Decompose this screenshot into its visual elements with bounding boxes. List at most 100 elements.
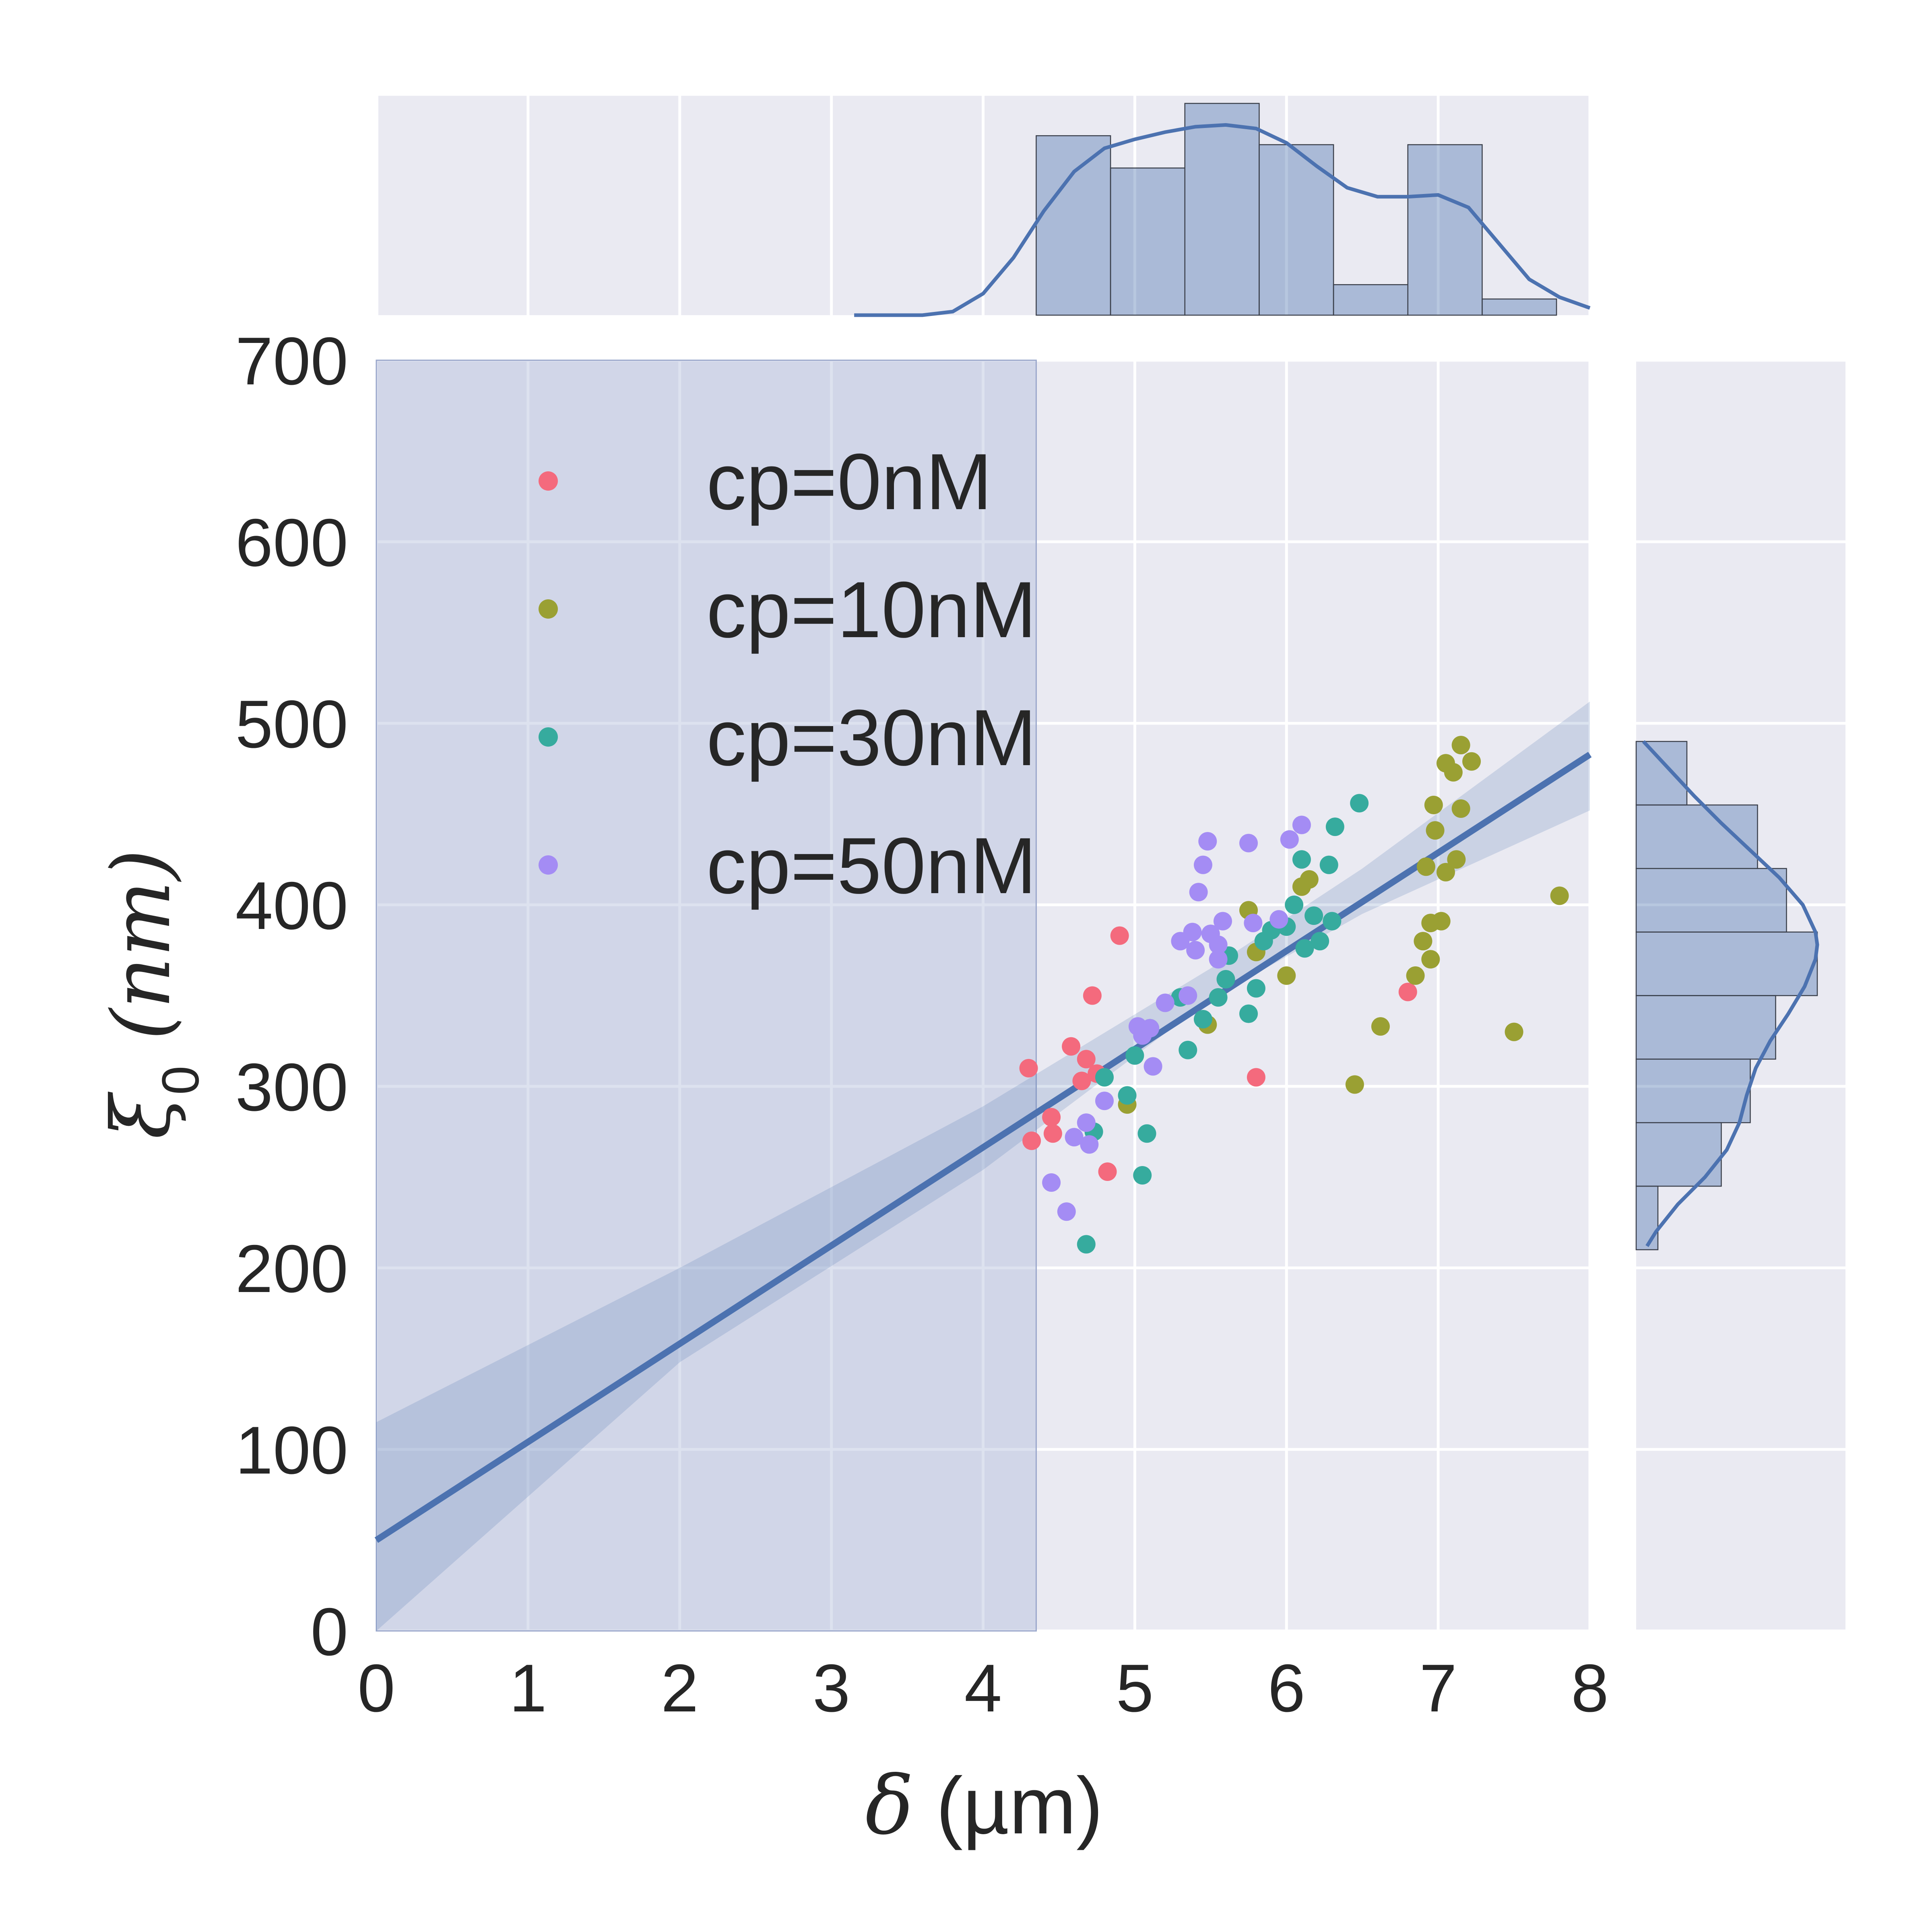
point-series-0 — [1022, 1131, 1041, 1150]
point-series-1 — [1300, 870, 1319, 889]
point-series-2 — [1350, 794, 1369, 813]
point-series-1 — [1345, 1075, 1364, 1094]
x-tick-label: 2 — [661, 1650, 698, 1726]
legend-marker — [539, 727, 558, 747]
point-series-3 — [1156, 993, 1174, 1012]
point-series-3 — [1209, 935, 1228, 954]
point-series-1 — [1444, 763, 1463, 782]
y-tick-label: 0 — [311, 1594, 348, 1670]
y-tick-label: 300 — [235, 1049, 348, 1125]
point-series-0 — [1083, 986, 1102, 1005]
x-axis-unit: (µm) — [914, 1761, 1103, 1851]
y-histogram-bar — [1635, 1059, 1751, 1123]
x-tick-label: 4 — [964, 1650, 1002, 1726]
point-series-2 — [1077, 1235, 1096, 1254]
point-series-2 — [1137, 1124, 1156, 1143]
y-axis-label: ξ0 (nm) — [95, 849, 210, 1139]
point-series-3 — [1198, 832, 1217, 851]
x-histogram-bar — [1184, 103, 1260, 316]
point-series-3 — [1209, 950, 1228, 969]
point-series-3 — [1042, 1173, 1061, 1192]
point-series-2 — [1125, 1046, 1144, 1065]
y-histogram-bar — [1635, 868, 1787, 933]
point-series-1 — [1550, 886, 1569, 905]
y-axis-unit: (nm) — [95, 849, 188, 1066]
y-tick-label: 200 — [235, 1231, 348, 1307]
point-series-3 — [1269, 910, 1288, 929]
point-series-2 — [1247, 979, 1265, 998]
legend-marker — [539, 471, 558, 491]
x-axis-symbol: δ — [865, 1759, 913, 1853]
point-series-1 — [1406, 966, 1425, 985]
point-series-3 — [1183, 923, 1202, 941]
x-tick-label: 6 — [1268, 1650, 1305, 1726]
x-tick-label: 1 — [509, 1650, 547, 1726]
point-series-1 — [1414, 932, 1432, 951]
point-series-3 — [1186, 941, 1205, 960]
legend-label: cp=30nM — [706, 693, 1036, 782]
point-series-1 — [1277, 966, 1296, 985]
point-series-0 — [1062, 1037, 1081, 1056]
top-grid — [375, 96, 1591, 315]
point-series-1 — [1371, 1017, 1390, 1036]
x-histogram — [1036, 103, 1557, 316]
point-series-2 — [1179, 1040, 1197, 1059]
y-histogram — [1635, 741, 1818, 1251]
x-tick-labels: 0 1 2 3 4 5 6 7 8 — [357, 1650, 1608, 1726]
point-series-0 — [1110, 926, 1129, 945]
point-series-2 — [1133, 1166, 1152, 1185]
point-series-2 — [1118, 1086, 1137, 1105]
y-histogram-bar — [1635, 1122, 1722, 1187]
point-series-3 — [1244, 914, 1263, 933]
point-series-1 — [1451, 736, 1470, 755]
legend-label: cp=0nM — [706, 437, 992, 526]
point-series-3 — [1095, 1092, 1114, 1110]
shaded-region — [376, 359, 1037, 1632]
x-histogram-bar — [1482, 298, 1557, 316]
point-series-2 — [1311, 932, 1329, 951]
point-series-3 — [1193, 855, 1212, 874]
y-tick-label: 500 — [235, 686, 348, 762]
y-tick-label: 700 — [235, 323, 348, 399]
point-series-1 — [1432, 912, 1451, 931]
x-histogram-bar — [1110, 167, 1185, 316]
point-series-3 — [1077, 1113, 1096, 1132]
y-histogram-bar — [1635, 995, 1776, 1060]
x-tick-label: 0 — [357, 1650, 395, 1726]
legend: cp=0nM cp=10nM cp=30nM cp=50nM — [539, 437, 1036, 910]
point-series-1 — [1447, 850, 1466, 869]
point-series-3 — [1239, 834, 1258, 852]
point-series-2 — [1325, 817, 1344, 836]
point-series-3 — [1179, 986, 1197, 1005]
y-tick-label: 600 — [235, 505, 348, 580]
point-series-2 — [1216, 970, 1235, 989]
point-series-3 — [1292, 815, 1311, 834]
main-grid — [375, 359, 1591, 1633]
point-series-0 — [1019, 1059, 1038, 1077]
point-series-3 — [1128, 1017, 1147, 1036]
legend-marker — [539, 855, 558, 875]
right-grid — [1636, 359, 1845, 1633]
point-series-2 — [1319, 855, 1338, 874]
x-tick-label: 7 — [1419, 1650, 1457, 1726]
point-series-1 — [1505, 1022, 1523, 1041]
point-series-0 — [1398, 983, 1417, 1001]
point-series-0 — [1077, 1050, 1096, 1069]
x-kde-curve — [854, 123, 1591, 317]
y-axis-subscript: 0 — [151, 1066, 210, 1095]
x-histogram-bar — [1407, 144, 1483, 316]
point-series-2 — [1193, 1010, 1212, 1029]
point-series-0 — [1098, 1162, 1117, 1181]
legend-label: cp=50nM — [706, 821, 1036, 910]
y-axis-symbol: ξ — [95, 1091, 188, 1139]
point-series-0 — [1247, 1068, 1265, 1087]
x-tick-label: 5 — [1116, 1650, 1154, 1726]
x-histogram-bar — [1259, 144, 1334, 316]
point-series-0 — [1072, 1071, 1091, 1090]
point-series-1 — [1416, 857, 1435, 876]
point-series-1 — [1421, 950, 1440, 969]
legend-label: cp=10nM — [706, 565, 1036, 654]
regression-line — [374, 751, 1592, 1543]
legend-marker — [539, 599, 558, 619]
y-histogram-bar — [1635, 804, 1758, 869]
